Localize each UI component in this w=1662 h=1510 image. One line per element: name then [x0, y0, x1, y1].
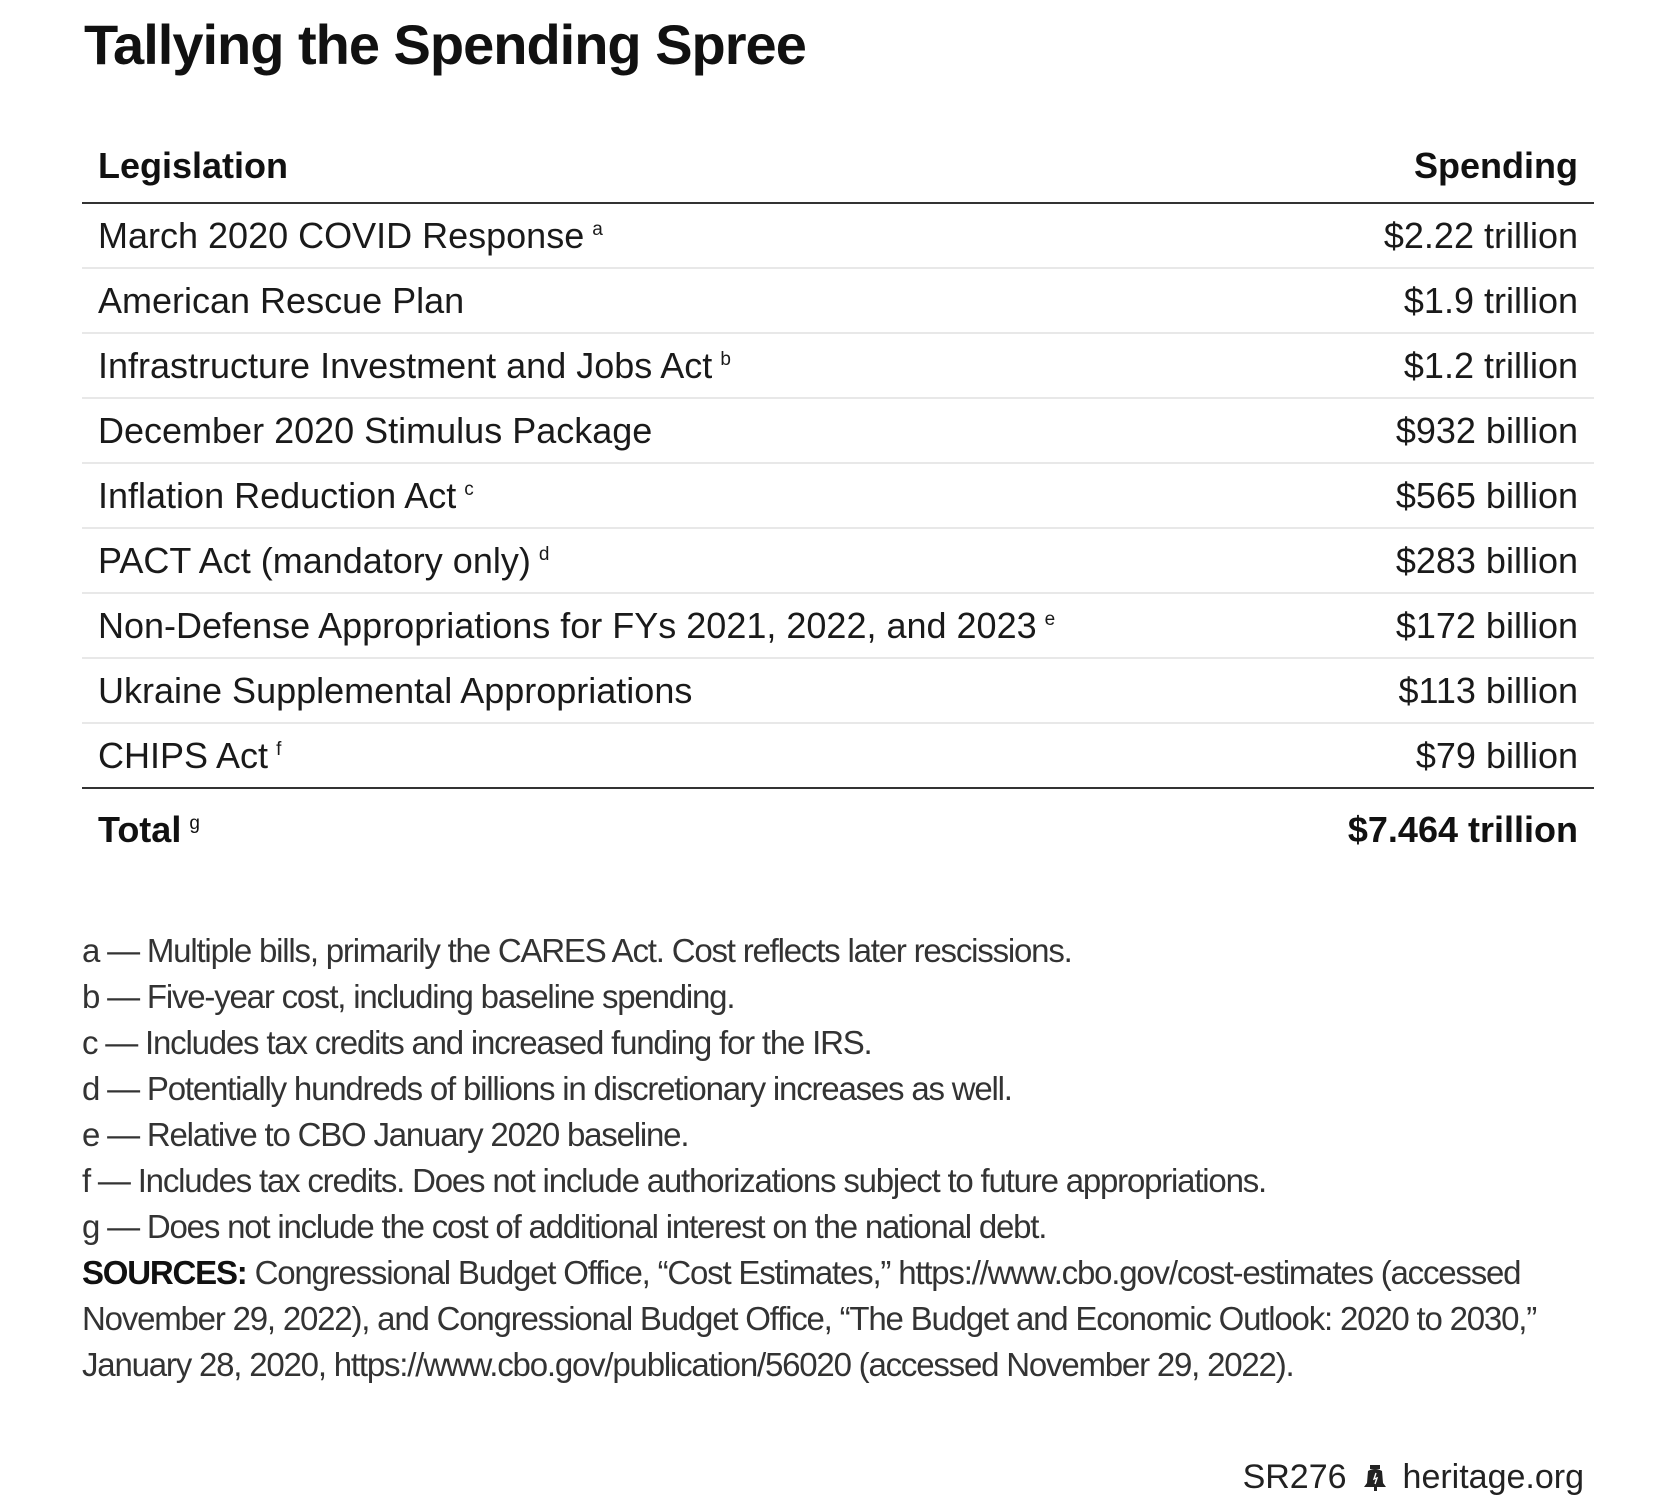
legislation-cell: Inflation Reduction Act c: [98, 475, 474, 517]
legislation-label: Inflation Reduction Act: [98, 474, 457, 516]
spending-value: $565 billion: [1395, 474, 1578, 516]
footnote-item: b — Five-year cost, including baseline s…: [82, 978, 735, 1015]
legislation-label: December 2020 Stimulus Package: [98, 409, 653, 451]
footnote-item: d — Potentially hundreds of billions in …: [82, 1070, 1013, 1107]
liberty-bell-icon: [1363, 1464, 1386, 1491]
spending-value: $932 billion: [1395, 409, 1578, 451]
footnote-item: c — Includes tax credits and increased f…: [82, 1024, 873, 1061]
total-row: Total g $7.464 trillion: [82, 789, 1594, 871]
header-spending: Spending: [1414, 145, 1578, 186]
legislation-label: March 2020 COVID Response: [98, 214, 585, 256]
legislation-label: PACT Act (mandatory only): [98, 539, 531, 581]
legislation-label: Infrastructure Investment and Jobs Act: [98, 344, 713, 386]
legislation-cell: December 2020 Stimulus Package: [98, 410, 652, 452]
spending-value: $172 billion: [1395, 604, 1578, 646]
header-legislation: Legislation: [98, 145, 289, 186]
total-footnote-marker: g: [189, 813, 200, 834]
table-header: Legislation Spending: [82, 130, 1594, 204]
spending-table: Legislation Spending March 2020 COVID Re…: [82, 130, 1594, 871]
footnote-item: f — Includes tax credits. Does not inclu…: [82, 1162, 1267, 1199]
footnote-marker: b: [720, 348, 731, 370]
legislation-cell: CHIPS Act f: [98, 735, 281, 777]
legislation-cell: Non-Defense Appropriations for FYs 2021,…: [98, 605, 1055, 647]
legislation-cell: Infrastructure Investment and Jobs Act b: [98, 345, 731, 387]
page-title: Tallying the Spending Spree: [84, 13, 807, 76]
footnote-marker: a: [592, 218, 603, 240]
table-row: Non-Defense Appropriations for FYs 2021,…: [82, 594, 1594, 659]
spending-value: $79 billion: [1415, 734, 1578, 776]
footnote-item: a — Multiple bills, primarily the CARES …: [82, 932, 1073, 969]
spending-value: $2.22 trillion: [1383, 214, 1578, 256]
table-row: December 2020 Stimulus Package $932 billi…: [82, 399, 1594, 464]
footnote-marker: d: [538, 543, 550, 565]
legislation-cell: American Rescue Plan: [98, 280, 464, 322]
table-row: PACT Act (mandatory only) d $283 billion: [82, 529, 1594, 594]
table-row: American Rescue Plan $1.9 trillion: [82, 269, 1594, 334]
spending-value: $1.2 trillion: [1403, 344, 1578, 386]
footnote-list: a — Multiple bills, primarily the CARES …: [82, 928, 1602, 1250]
table-body: March 2020 COVID Response a $2.22 trillion…: [82, 204, 1594, 789]
footnote-marker: e: [1044, 608, 1056, 630]
table-row: Infrastructure Investment and Jobs Act b $…: [82, 334, 1594, 399]
table-row: CHIPS Act f $79 billion: [82, 724, 1594, 789]
legislation-label: CHIPS Act: [98, 734, 269, 776]
spending-value: $1.9 trillion: [1403, 279, 1578, 321]
sources-text: Congressional Budget Office, “Cost Estim…: [82, 1254, 1537, 1383]
footnotes: a — Multiple bills, primarily the CARES …: [82, 928, 1602, 1388]
sources: SOURCES: Congressional Budget Office, “C…: [82, 1250, 1602, 1388]
legislation-cell: PACT Act (mandatory only) d: [98, 540, 549, 582]
spending-value: $113 billion: [1398, 669, 1578, 711]
spending-value: $283 billion: [1395, 539, 1578, 581]
footnote-marker: f: [276, 738, 282, 760]
sources-label: SOURCES:: [82, 1254, 248, 1291]
table-row: Ukraine Supplemental Appropriations $113 …: [82, 659, 1594, 724]
site-link[interactable]: heritage.org: [1402, 1458, 1584, 1496]
total-label-cell: Total g: [98, 809, 200, 851]
footer: SR276 heritage.org: [1243, 1458, 1584, 1497]
total-value: $7.464 trillion: [1347, 809, 1578, 850]
footnote-marker: c: [464, 478, 474, 500]
legislation-label: Ukraine Supplemental Appropriations: [98, 669, 693, 711]
legislation-label: Non-Defense Appropriations for FYs 2021,…: [98, 604, 1037, 646]
table-row: March 2020 COVID Response a $2.22 trillion: [82, 204, 1594, 269]
legislation-cell: Ukraine Supplemental Appropriations: [98, 670, 692, 712]
total-label: Total: [98, 809, 182, 850]
report-code: SR276: [1242, 1458, 1347, 1496]
footnote-item: e — Relative to CBO January 2020 baselin…: [82, 1116, 689, 1153]
legislation-label: American Rescue Plan: [98, 279, 465, 321]
table-row: Inflation Reduction Act c $565 billion: [82, 464, 1594, 529]
footnote-item: g — Does not include the cost of additio…: [82, 1208, 1047, 1245]
legislation-cell: March 2020 COVID Response a: [98, 215, 603, 257]
